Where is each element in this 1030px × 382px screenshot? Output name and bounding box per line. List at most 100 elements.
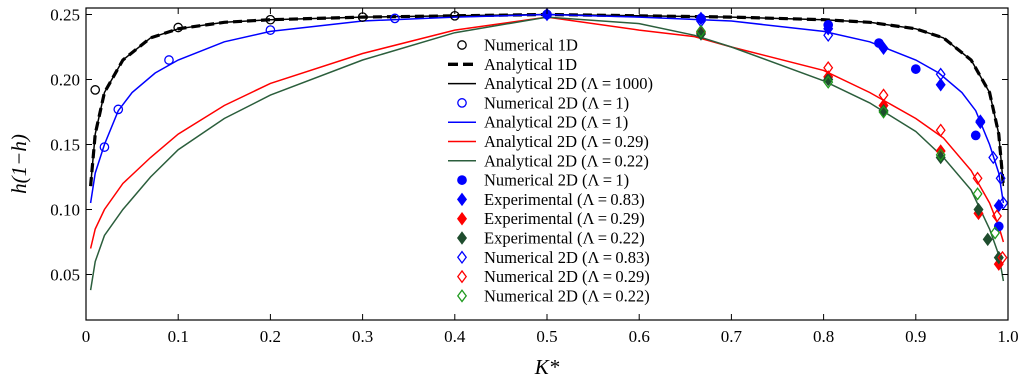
data-point <box>541 7 553 22</box>
legend-item: Numerical 2D (Λ = 1) <box>457 93 629 112</box>
data-point <box>935 123 946 137</box>
data-point <box>970 130 981 141</box>
data-point <box>910 64 921 74</box>
x-tick-label: 0.9 <box>905 327 926 346</box>
x-tick-label: 0 <box>82 327 91 346</box>
data-point <box>990 226 1001 240</box>
x-tick-label: 0.5 <box>536 327 557 346</box>
legend-item: Numerical 2D (Λ = 0.29) <box>456 267 650 286</box>
data-point <box>99 142 110 152</box>
data-point <box>173 22 184 33</box>
x-tick-label: 0.7 <box>721 327 743 346</box>
data-point <box>935 150 946 165</box>
data-point <box>823 28 834 43</box>
legend-label: Analytical 2D (Λ = 1000) <box>484 74 653 93</box>
data-point <box>995 171 1006 186</box>
legend-swatch-marker <box>457 98 467 108</box>
axis-ticks: 0 0.1 0.2 0.3 0.4 0.5 0.6 0.7 0.8 0.9 1.0 0.05 0.10 0… <box>50 6 1018 347</box>
x-tick-label: 0.3 <box>352 327 373 346</box>
data-point <box>997 250 1008 265</box>
x-tick-label: 0.6 <box>629 327 650 346</box>
legend-label: Analytical 1D <box>484 55 577 74</box>
y-axis-title: h(1−h) <box>7 134 31 194</box>
y-tick-label: 0.05 <box>50 266 80 285</box>
legend-item: Experimental (Λ = 0.29) <box>456 209 645 228</box>
legend-swatch-marker <box>456 231 468 245</box>
x-tick-label: 0.2 <box>260 327 281 346</box>
legend-label: Numerical 2D (Λ = 1) <box>484 171 629 190</box>
series-line <box>89 16 1005 249</box>
data-point <box>935 67 946 82</box>
x-axis-title: K* <box>534 355 560 379</box>
data-point <box>972 171 983 186</box>
legend-swatch-marker <box>457 175 467 185</box>
data-point <box>988 150 999 165</box>
legend-item: Analytical 2D (Λ = 1000) <box>448 74 653 93</box>
legend-swatch-marker <box>456 211 468 226</box>
data-point <box>695 11 706 26</box>
data-point <box>90 85 101 95</box>
data-point <box>975 114 986 128</box>
data-point <box>991 209 1002 223</box>
legend-label: Analytical 2D (Λ = 1) <box>484 113 628 132</box>
y-tick-label: 0.10 <box>50 201 80 220</box>
legend-swatch-marker <box>456 289 468 303</box>
legend-label: Numerical 1D <box>484 36 578 55</box>
legend-item: Numerical 1D <box>457 36 578 55</box>
legend-label: Experimental (Λ = 0.83) <box>484 190 645 209</box>
legend-label: Experimental (Λ = 0.29) <box>484 209 645 228</box>
legend-label: Analytical 2D (Λ = 0.29) <box>484 132 649 151</box>
legend-item: Numerical 2D (Λ = 0.22) <box>456 286 650 305</box>
y-tick-label: 0.25 <box>50 6 80 25</box>
legend-label: Numerical 2D (Λ = 0.83) <box>484 248 650 267</box>
data-point <box>357 12 368 22</box>
data-point <box>975 115 986 130</box>
data-point <box>972 187 983 201</box>
data-point <box>113 104 124 115</box>
legend-item: Experimental (Λ = 0.22) <box>456 229 645 248</box>
x-tick-label: 1.0 <box>997 327 1018 346</box>
data-point <box>695 24 706 39</box>
data-point <box>695 27 706 41</box>
data-point <box>823 75 834 89</box>
data-point <box>982 232 993 247</box>
data-point <box>164 55 174 65</box>
data-point <box>265 25 276 35</box>
legend-swatch-marker <box>456 250 468 265</box>
x-tick-label: 0.1 <box>168 327 189 346</box>
data-point <box>265 14 276 25</box>
x-tick-label: 0.4 <box>444 327 466 346</box>
legend-label: Numerical 2D (Λ = 1) <box>484 93 629 112</box>
legend-item: Analytical 1D <box>448 55 577 74</box>
data-point <box>993 198 1004 213</box>
y-tick-label: 0.20 <box>50 71 80 90</box>
x-tick-label: 0.8 <box>813 327 834 346</box>
data-point <box>823 61 834 75</box>
legend-item: Numerical 2D (Λ = 0.83) <box>456 248 650 267</box>
legend-label: Analytical 2D (Λ = 0.22) <box>484 151 649 170</box>
legend-item: Analytical 2D (Λ = 0.22) <box>448 151 649 170</box>
legend-item: Experimental (Λ = 0.83) <box>456 190 645 209</box>
legend-label: Numerical 2D (Λ = 0.29) <box>484 267 650 286</box>
series-line <box>89 16 1005 291</box>
data-point <box>823 72 834 87</box>
data-point <box>935 148 946 162</box>
legend-item: Analytical 2D (Λ = 1) <box>448 113 628 132</box>
data-point <box>390 13 400 24</box>
legend-label: Numerical 2D (Λ = 0.22) <box>484 286 650 305</box>
data-point <box>973 202 984 217</box>
legend-swatch-marker <box>456 192 468 207</box>
data-point <box>878 105 889 119</box>
legend-item: Numerical 2D (Λ = 1) <box>457 171 629 190</box>
data-point <box>935 77 946 92</box>
legend-label: Experimental (Λ = 0.22) <box>484 229 645 248</box>
data-point <box>998 196 1009 210</box>
legend-item: Analytical 2D (Λ = 0.29) <box>448 132 649 151</box>
data-point <box>878 41 889 56</box>
data-point <box>878 103 889 118</box>
y-tick-label: 0.15 <box>50 136 80 155</box>
legend-swatch-marker <box>457 40 467 50</box>
